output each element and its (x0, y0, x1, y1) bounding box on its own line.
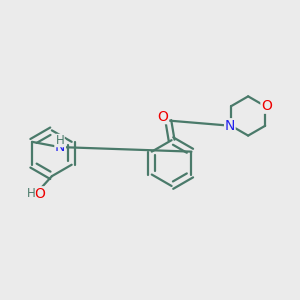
Text: H: H (56, 134, 64, 147)
Text: O: O (158, 110, 169, 124)
Text: O: O (34, 187, 46, 201)
Text: N: N (225, 119, 235, 133)
Text: N: N (55, 140, 65, 154)
Text: H: H (26, 187, 35, 200)
Text: O: O (261, 99, 272, 113)
